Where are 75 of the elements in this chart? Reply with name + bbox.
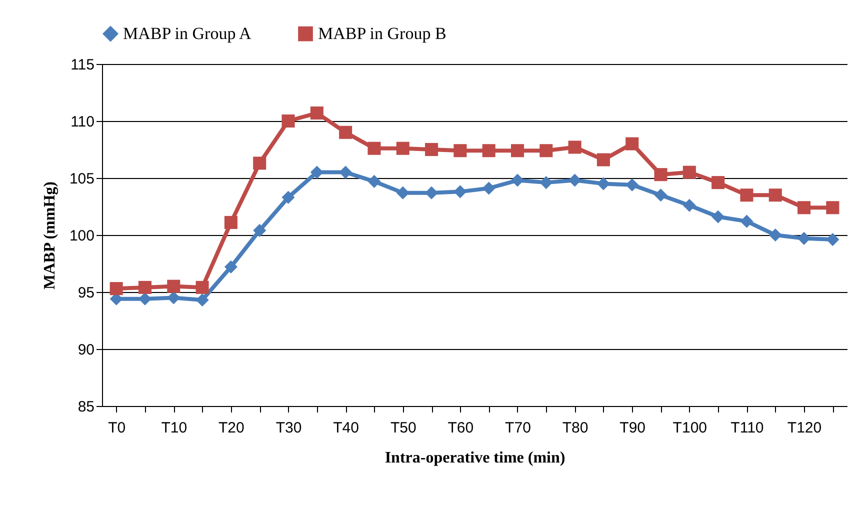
point — [654, 168, 668, 182]
point — [826, 233, 840, 246]
point — [626, 178, 639, 192]
point — [196, 280, 209, 294]
y-tick-label: 110 — [70, 114, 94, 130]
point — [454, 185, 467, 198]
point — [540, 144, 553, 158]
y-tick-label: 90 — [78, 342, 94, 358]
x-tick-label: T50 — [390, 420, 416, 436]
point — [138, 292, 152, 306]
x-tick-label: T70 — [505, 420, 531, 436]
x-axis-title: Intra-operative time (min) — [384, 450, 566, 466]
y-tick-label: 95 — [78, 284, 94, 302]
point — [654, 188, 668, 202]
point — [282, 190, 295, 204]
point — [196, 293, 209, 306]
point — [224, 260, 238, 274]
point — [396, 142, 410, 155]
y-tick-label: 85 — [78, 398, 94, 416]
point — [138, 280, 152, 294]
point — [510, 174, 524, 187]
point — [712, 176, 725, 190]
x-tick-label: T40 — [333, 420, 359, 436]
point — [740, 214, 754, 228]
point — [224, 216, 238, 229]
point — [626, 137, 639, 150]
x-tick-label: T10 — [161, 420, 188, 436]
point — [768, 188, 782, 202]
x-tick-label: T80 — [562, 420, 588, 436]
point — [540, 176, 553, 190]
point — [482, 182, 496, 195]
point — [425, 186, 438, 200]
point — [253, 224, 266, 237]
y-tick-label: 115 — [70, 56, 94, 74]
point — [596, 177, 610, 190]
point — [110, 282, 123, 296]
point — [768, 228, 782, 242]
legend-label: MABP in Group B — [318, 24, 446, 43]
point — [740, 188, 754, 202]
point — [167, 291, 180, 304]
point — [798, 201, 811, 214]
x-tick-label: T20 — [218, 420, 244, 436]
point — [339, 126, 352, 139]
point — [310, 106, 324, 120]
point — [368, 142, 381, 155]
point — [568, 174, 582, 187]
point — [712, 210, 725, 224]
point — [425, 142, 438, 156]
point — [568, 140, 582, 154]
x-tick-label: T60 — [448, 420, 474, 436]
point — [454, 144, 467, 158]
point — [282, 114, 295, 128]
x-tick-label: T90 — [620, 420, 646, 436]
point — [368, 174, 381, 188]
x-tick-label: T0 — [108, 420, 126, 436]
point — [339, 166, 352, 179]
y-tick-label: 100 — [69, 228, 94, 244]
point — [826, 201, 840, 214]
point — [596, 153, 610, 166]
point — [167, 280, 180, 293]
point — [253, 156, 266, 170]
point — [396, 186, 410, 200]
y-tick-label: 105 — [69, 170, 94, 188]
x-tick-label: T30 — [276, 420, 302, 436]
point — [798, 232, 811, 245]
x-tick-label: T100 — [672, 420, 708, 436]
x-tick-label: T110 — [730, 420, 764, 436]
x-tick-label: T120 — [787, 420, 822, 436]
y-axis-title: MABP (mmHg) — [41, 182, 58, 290]
legend-label: MABP in Group A — [123, 24, 252, 43]
point — [482, 144, 496, 158]
point — [510, 144, 524, 158]
point — [682, 166, 696, 179]
point — [682, 198, 696, 212]
point — [310, 166, 324, 179]
